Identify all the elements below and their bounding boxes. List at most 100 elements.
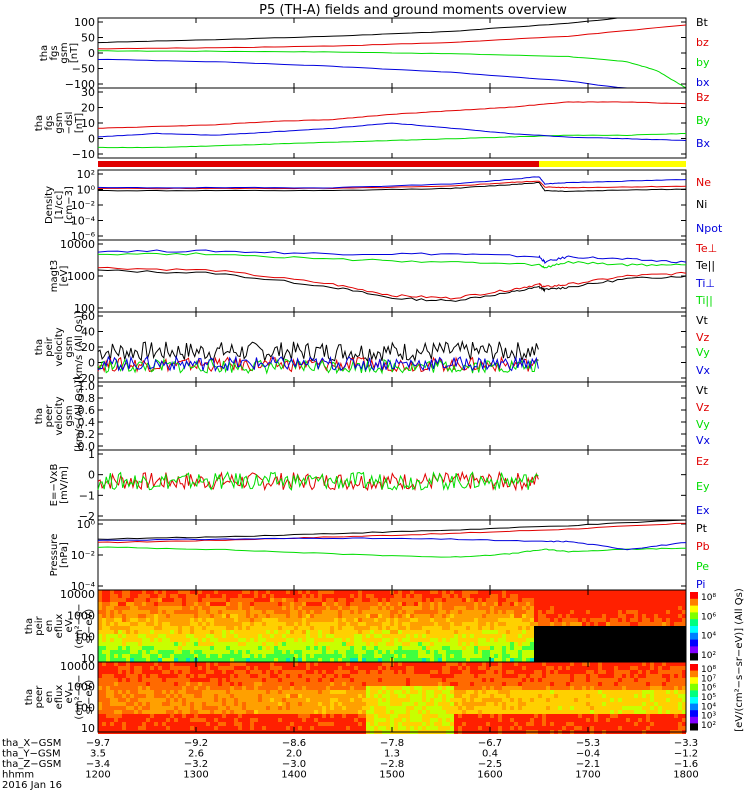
- spectrogram-cell: [142, 642, 146, 646]
- spectrogram-cell: [494, 626, 498, 630]
- spectrogram-cell: [230, 650, 234, 654]
- spectrogram-cell: [146, 666, 150, 670]
- spectrogram-cell: [422, 674, 426, 678]
- spectrogram-cell: [278, 718, 282, 722]
- spectrogram-cell: [122, 686, 126, 690]
- spectrogram-cell: [414, 674, 418, 678]
- spectrogram-cell: [402, 618, 406, 622]
- spectrogram-cell: [470, 610, 474, 614]
- spectrogram-cell: [214, 654, 218, 658]
- spectrogram-cell: [350, 702, 354, 706]
- spectrogram-cell: [458, 698, 462, 702]
- spectrogram-cell: [258, 614, 262, 618]
- spectrogram-cell: [634, 654, 638, 658]
- spectrogram-cell: [398, 634, 402, 638]
- spectrogram-cell: [258, 646, 262, 650]
- spectrogram-cell: [530, 610, 534, 614]
- spectrogram-cell: [122, 598, 126, 602]
- spectrogram-cell: [374, 654, 378, 658]
- spectrogram-cell: [238, 650, 242, 654]
- spectrogram-cell: [458, 598, 462, 602]
- y-axis-label: Pressure: [49, 534, 60, 577]
- spectrogram-cell: [206, 602, 210, 606]
- spectrogram-cell: [534, 670, 538, 674]
- spectrogram-cell: [246, 714, 250, 718]
- legend-Vy: Vy: [696, 346, 710, 359]
- spectrogram-cell: [318, 682, 322, 686]
- spectrogram-cell: [502, 606, 506, 610]
- spectrogram-cell: [602, 618, 606, 622]
- spectrogram-cell: [238, 658, 242, 662]
- spectrogram-cell: [634, 634, 638, 638]
- spectrogram-cell: [102, 594, 106, 598]
- spectrogram-cell: [474, 710, 478, 714]
- spectrogram-cell: [246, 722, 250, 726]
- spectrogram-cell: [182, 658, 186, 662]
- spectrogram-cell: [190, 590, 194, 594]
- spectrogram-cell: [206, 618, 210, 622]
- spectrogram-cell: [494, 714, 498, 718]
- spectrogram-cell: [614, 594, 618, 598]
- spectrogram-cell: [566, 634, 570, 638]
- spectrogram-cell: [250, 666, 254, 670]
- spectrogram-cell: [394, 722, 398, 726]
- spectrogram-cell: [166, 626, 170, 630]
- spectrogram-cell: [150, 638, 154, 642]
- spectrogram-cell: [418, 650, 422, 654]
- spectrogram-cell: [550, 610, 554, 614]
- spectrogram-cell: [190, 722, 194, 726]
- spectrogram-cell: [342, 710, 346, 714]
- spectrogram-cell: [230, 706, 234, 710]
- spectrogram-cell: [382, 690, 386, 694]
- spectrogram-cell: [290, 670, 294, 674]
- spectrogram-cell: [394, 666, 398, 670]
- spectrogram-cell: [374, 598, 378, 602]
- spectrogram-cell: [506, 634, 510, 638]
- spectrogram-cell: [114, 626, 118, 630]
- spectrogram-cell: [230, 686, 234, 690]
- spectrogram-cell: [370, 598, 374, 602]
- spectrogram-cell: [322, 718, 326, 722]
- spectrogram-cell: [582, 618, 586, 622]
- spectrogram-cell: [458, 678, 462, 682]
- spectrogram-cell: [406, 702, 410, 706]
- spectrogram-cell: [118, 662, 122, 666]
- spectrogram-cell: [298, 638, 302, 642]
- spectrogram-cell: [158, 690, 162, 694]
- spectrogram-cell: [382, 706, 386, 710]
- spectrogram-cell: [146, 606, 150, 610]
- y-axis-label: peer: [44, 404, 55, 428]
- spectrogram-cell: [278, 634, 282, 638]
- spectrogram-cell: [350, 598, 354, 602]
- spectrogram-cell: [138, 722, 142, 726]
- spectrogram-cell: [182, 678, 186, 682]
- spectrogram-cell: [486, 678, 490, 682]
- spectrogram-cell: [510, 714, 514, 718]
- spectrogram-cell: [182, 674, 186, 678]
- spectrogram-cell: [214, 682, 218, 686]
- spectrogram-cell: [266, 622, 270, 626]
- spectrogram-cell: [134, 642, 138, 646]
- spectrogram-cell: [178, 634, 182, 638]
- spectrogram-cell: [310, 694, 314, 698]
- y-tick-label: 0: [88, 357, 95, 370]
- spectrogram-cell: [238, 638, 242, 642]
- spectrogram-cell: [250, 702, 254, 706]
- spectrogram-cell: [550, 590, 554, 594]
- spectrogram-cell: [682, 626, 686, 630]
- spectrogram-cell: [490, 722, 494, 726]
- spectrogram-cell: [606, 658, 610, 662]
- spectrogram-cell: [398, 610, 402, 614]
- spectrogram-cell: [682, 630, 686, 634]
- spectrogram-cell: [486, 618, 490, 622]
- spectrogram-cell: [530, 650, 534, 654]
- spectrogram-cell: [370, 686, 374, 690]
- spectrogram-cell: [154, 618, 158, 622]
- spectrogram-cell: [142, 594, 146, 598]
- spectrogram-cell: [154, 590, 158, 594]
- spectrogram-cell: [634, 590, 638, 594]
- spectrogram-cell: [462, 682, 466, 686]
- spectrogram-cell: [302, 610, 306, 614]
- spectrogram-cell: [638, 614, 642, 618]
- spectrogram-cell: [238, 694, 242, 698]
